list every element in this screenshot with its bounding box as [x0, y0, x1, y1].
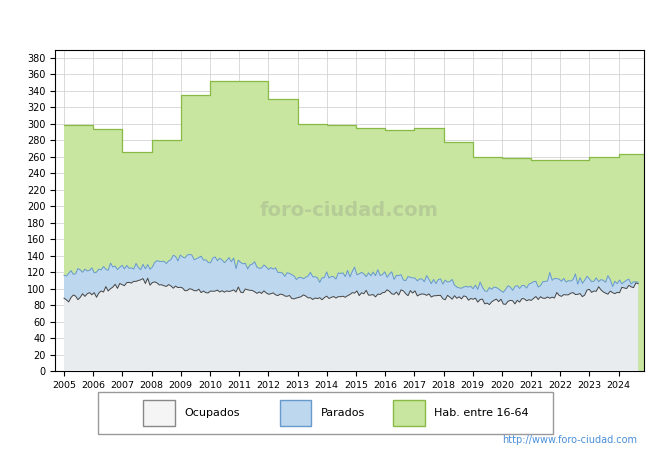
- Text: Ocupados: Ocupados: [184, 408, 239, 418]
- Text: Parados: Parados: [320, 408, 365, 418]
- Text: http://www.foro-ciudad.com: http://www.foro-ciudad.com: [502, 435, 637, 445]
- Text: Torrijo del Campo - Evolucion de la poblacion en edad de Trabajar Agosto de 2024: Torrijo del Campo - Evolucion de la pobl…: [92, 11, 558, 21]
- Bar: [393, 400, 425, 426]
- Text: Hab. entre 16-64: Hab. entre 16-64: [434, 408, 529, 418]
- Bar: [280, 400, 311, 426]
- FancyBboxPatch shape: [98, 392, 552, 434]
- Bar: [143, 400, 175, 426]
- Text: foro-ciudad.com: foro-ciudad.com: [260, 201, 439, 220]
